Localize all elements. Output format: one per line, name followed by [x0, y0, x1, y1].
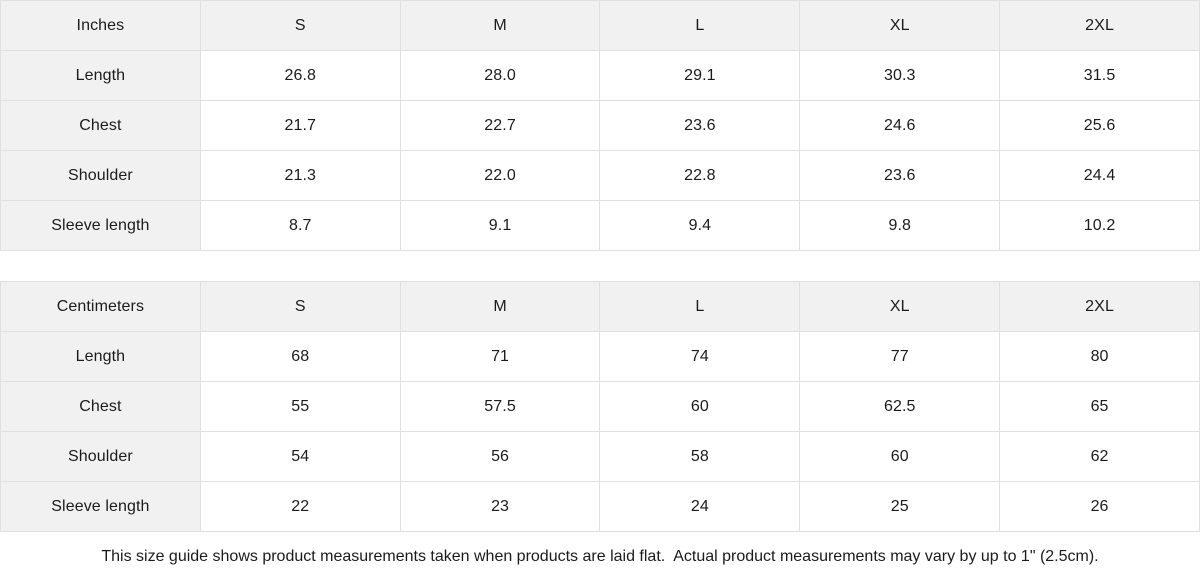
value-cell: 26.8: [199, 50, 401, 101]
value-cell: 80: [999, 331, 1200, 382]
table-header-row: Centimeters S M L XL 2XL: [0, 281, 1200, 332]
table-row: Length 26.8 28.0 29.1 30.3 31.5: [0, 50, 1200, 101]
table-row: Shoulder 54 56 58 60 62: [0, 431, 1200, 482]
table-row: Shoulder 21.3 22.0 22.8 23.6 24.4: [0, 150, 1200, 201]
row-label-cell: Length: [0, 331, 201, 382]
value-cell: 21.7: [199, 100, 401, 151]
row-label-cell: Length: [0, 50, 201, 101]
table-row: Sleeve length 22 23 24 25 26: [0, 481, 1200, 532]
value-cell: 23.6: [599, 100, 801, 151]
row-label-cell: Sleeve length: [0, 200, 201, 251]
row-label-cell: Chest: [0, 381, 201, 432]
size-header-cell: L: [599, 281, 801, 332]
value-cell: 9.8: [799, 200, 1001, 251]
size-header-cell: XL: [799, 281, 1001, 332]
row-label-cell: Sleeve length: [0, 481, 201, 532]
value-cell: 9.4: [599, 200, 801, 251]
value-cell: 26: [999, 481, 1200, 532]
value-cell: 58: [599, 431, 801, 482]
value-cell: 68: [199, 331, 401, 382]
size-guide-note: This size guide shows product measuremen…: [0, 532, 1200, 582]
value-cell: 74: [599, 331, 801, 382]
size-table-centimeters: Centimeters S M L XL 2XL Length 68 71 74…: [0, 281, 1200, 532]
value-cell: 71: [399, 331, 601, 382]
size-header-cell: M: [399, 281, 601, 332]
table-gap: [0, 251, 1200, 281]
value-cell: 56: [399, 431, 601, 482]
value-cell: 65: [999, 381, 1200, 432]
value-cell: 77: [799, 331, 1001, 382]
value-cell: 21.3: [199, 150, 401, 201]
unit-header-cell: Centimeters: [0, 281, 201, 332]
value-cell: 24.4: [999, 150, 1200, 201]
size-header-cell: S: [199, 0, 401, 51]
value-cell: 23: [399, 481, 601, 532]
value-cell: 24.6: [799, 100, 1001, 151]
value-cell: 62: [999, 431, 1200, 482]
row-label-cell: Chest: [0, 100, 201, 151]
table-row: Chest 55 57.5 60 62.5 65: [0, 381, 1200, 432]
value-cell: 57.5: [399, 381, 601, 432]
unit-header-cell: Inches: [0, 0, 201, 51]
value-cell: 54: [199, 431, 401, 482]
value-cell: 22.7: [399, 100, 601, 151]
value-cell: 8.7: [199, 200, 401, 251]
value-cell: 25.6: [999, 100, 1200, 151]
value-cell: 24: [599, 481, 801, 532]
size-header-cell: XL: [799, 0, 1001, 51]
value-cell: 22: [199, 481, 401, 532]
value-cell: 62.5: [799, 381, 1001, 432]
value-cell: 22.8: [599, 150, 801, 201]
row-label-cell: Shoulder: [0, 431, 201, 482]
table-row: Chest 21.7 22.7 23.6 24.6 25.6: [0, 100, 1200, 151]
value-cell: 10.2: [999, 200, 1200, 251]
value-cell: 23.6: [799, 150, 1001, 201]
size-header-cell: L: [599, 0, 801, 51]
size-header-cell: M: [399, 0, 601, 51]
size-table-inches: Inches S M L XL 2XL Length 26.8 28.0 29.…: [0, 0, 1200, 251]
value-cell: 30.3: [799, 50, 1001, 101]
table-row: Length 68 71 74 77 80: [0, 331, 1200, 382]
table-header-row: Inches S M L XL 2XL: [0, 0, 1200, 51]
value-cell: 25: [799, 481, 1001, 532]
table-row: Sleeve length 8.7 9.1 9.4 9.8 10.2: [0, 200, 1200, 251]
size-header-cell: S: [199, 281, 401, 332]
value-cell: 22.0: [399, 150, 601, 201]
row-label-cell: Shoulder: [0, 150, 201, 201]
value-cell: 60: [799, 431, 1001, 482]
value-cell: 9.1: [399, 200, 601, 251]
value-cell: 28.0: [399, 50, 601, 101]
value-cell: 60: [599, 381, 801, 432]
value-cell: 55: [199, 381, 401, 432]
value-cell: 31.5: [999, 50, 1200, 101]
size-header-cell: 2XL: [999, 0, 1200, 51]
size-header-cell: 2XL: [999, 281, 1200, 332]
value-cell: 29.1: [599, 50, 801, 101]
